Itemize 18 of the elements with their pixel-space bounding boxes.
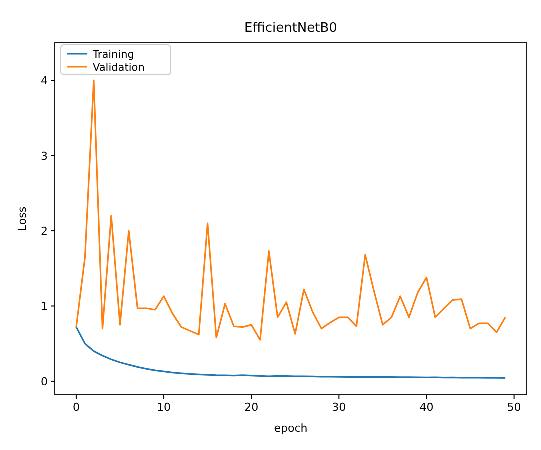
line-series (76, 80, 506, 341)
y-tick-label: 1 (41, 300, 48, 314)
x-tick-label: 30 (332, 401, 346, 414)
chart-title: EfficientNetB0 (244, 21, 338, 36)
x-axis-title: epoch (274, 422, 308, 435)
legend-label: Training (92, 49, 134, 61)
x-tick-label: 50 (507, 401, 522, 414)
x-tick-label: 20 (244, 401, 259, 414)
y-tick-label: 0 (41, 375, 48, 388)
y-tick-label: 3 (41, 150, 48, 163)
y-axis-title: Loss (16, 206, 29, 232)
x-tick-label: 40 (420, 401, 434, 414)
x-tick-label: 10 (157, 401, 172, 414)
y-tick-label: 2 (41, 225, 48, 238)
line-series (76, 326, 506, 380)
legend-label: Validation (93, 62, 145, 74)
x-tick-label: 0 (72, 401, 80, 414)
y-tick-label: 4 (41, 74, 48, 88)
